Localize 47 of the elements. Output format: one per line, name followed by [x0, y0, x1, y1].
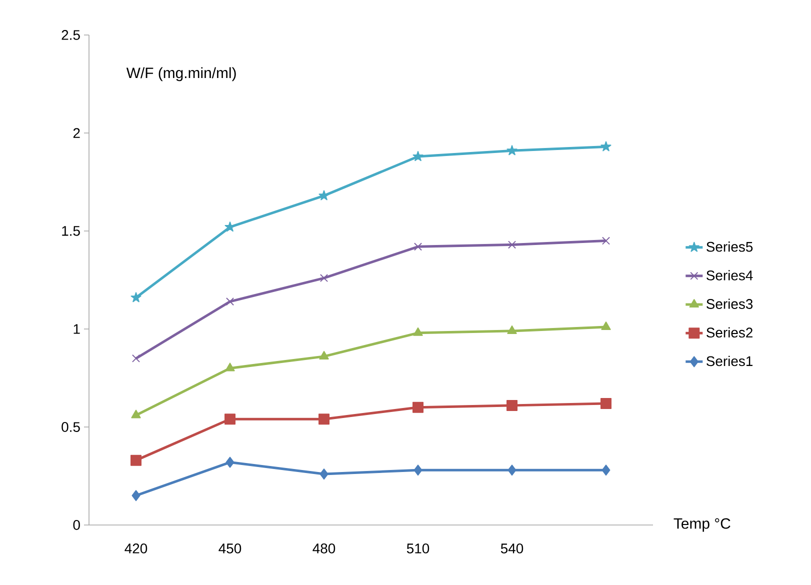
point: [225, 362, 235, 372]
y-tick-label: 2.5: [62, 30, 80, 40]
legend-label: Series3: [706, 298, 753, 309]
point: [508, 464, 516, 476]
point: [602, 464, 610, 476]
point: [507, 325, 517, 334]
point: [226, 456, 234, 468]
point: [600, 398, 612, 409]
point: [226, 298, 234, 306]
point: [130, 454, 142, 466]
y-tick-label: 1: [74, 324, 80, 334]
legend-label: Series5: [706, 242, 753, 252]
y-tick-label: 0: [73, 520, 80, 530]
point: [412, 151, 424, 162]
point: [130, 292, 142, 302]
legend-label: Series4: [706, 270, 753, 280]
point: [602, 236, 610, 245]
point: [508, 240, 516, 249]
point: [224, 414, 236, 425]
x-tick-label: 510: [406, 544, 430, 554]
point: [131, 410, 141, 418]
point: [412, 402, 424, 413]
point: [318, 190, 330, 200]
point: [506, 400, 518, 411]
legend-label: Series2: [706, 327, 752, 338]
point: [413, 327, 423, 336]
y-tick-label: 2: [73, 128, 80, 138]
point: [414, 464, 422, 476]
point: [506, 145, 518, 156]
point: [320, 274, 328, 282]
x-tick-label: 480: [312, 544, 336, 554]
point: [414, 242, 422, 251]
point: [132, 490, 140, 502]
point: [319, 350, 329, 360]
x-tick-label: 540: [500, 544, 524, 554]
point: [601, 322, 611, 330]
y-axis-title: W/F (mg.min/ml): [126, 67, 236, 82]
x-axis-title: Temp °C: [674, 518, 730, 532]
x-tick-label: 420: [124, 544, 148, 554]
point: [132, 354, 140, 362]
point: [318, 414, 330, 425]
y-tick-label: 1.5: [62, 226, 80, 236]
point: [600, 141, 612, 152]
legend-label: Series1: [706, 356, 752, 366]
x-tick-label: 450: [218, 544, 242, 554]
y-tick-label: 0.5: [62, 422, 80, 432]
point: [320, 468, 328, 480]
